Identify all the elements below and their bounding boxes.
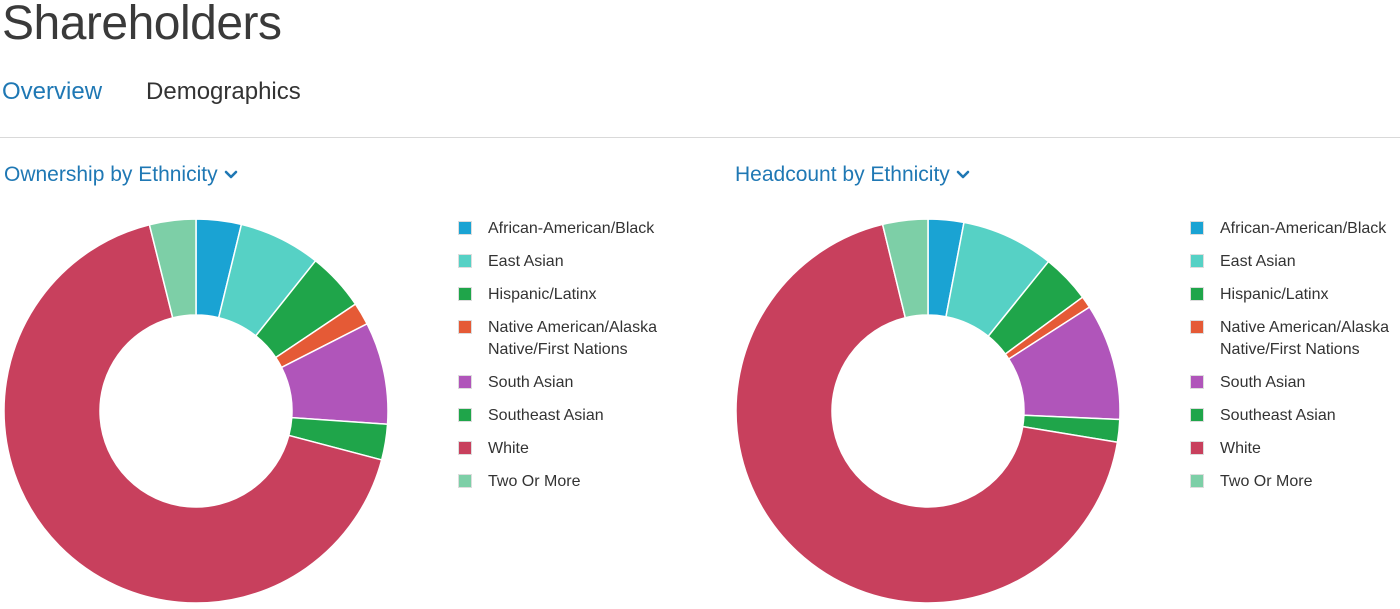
chevron-down-icon (224, 170, 237, 179)
slice-two-or-more[interactable] (881, 218, 929, 319)
legend-label: African-American/Black (488, 220, 655, 237)
tab-divider (0, 137, 1400, 138)
tab-demographics[interactable]: Demographics (146, 78, 301, 105)
legend-swatch (1190, 375, 1204, 389)
tab-bar: Overview Demographics (2, 78, 301, 106)
page-title: Shareholders (2, 0, 282, 50)
legend-item[interactable]: Native American/Alaska Native/First Nati… (458, 317, 718, 361)
legend-label: Native American/Alaska Native/First Nati… (488, 319, 657, 358)
ownership-legend: African-American/Black East Asian Hispan… (458, 218, 718, 504)
legend-item[interactable]: Hispanic/Latinx (1190, 284, 1400, 306)
legend-swatch (458, 221, 472, 235)
legend-item[interactable]: South Asian (458, 372, 718, 394)
legend-swatch (1190, 408, 1204, 422)
legend-label: Native American/Alaska Native/First Nati… (1220, 319, 1389, 358)
legend-swatch (458, 375, 472, 389)
ownership-title: Ownership by Ethnicity (4, 163, 218, 186)
legend-item[interactable]: Hispanic/Latinx (458, 284, 718, 306)
legend-item[interactable]: Two Or More (458, 471, 718, 493)
legend-label: South Asian (1220, 374, 1306, 391)
legend-label: Hispanic/Latinx (488, 286, 597, 303)
legend-label: Southeast Asian (488, 407, 604, 424)
legend-label: Two Or More (488, 473, 581, 490)
tab-overview[interactable]: Overview (2, 78, 103, 105)
legend-swatch (1190, 287, 1204, 301)
legend-label: East Asian (488, 253, 564, 270)
headcount-dropdown[interactable]: Headcount by Ethnicity (735, 163, 970, 187)
headcount-legend: African-American/Black East Asian Hispan… (1190, 218, 1400, 504)
legend-swatch (458, 441, 472, 455)
legend-label: White (1220, 440, 1261, 457)
legend-swatch (458, 474, 472, 488)
chevron-down-icon (956, 170, 970, 179)
slice-white[interactable] (3, 223, 383, 604)
legend-label: Hispanic/Latinx (1220, 286, 1329, 303)
legend-item[interactable]: African-American/Black (458, 218, 718, 240)
legend-swatch (1190, 320, 1204, 334)
ownership-donut-chart (3, 218, 389, 604)
ownership-dropdown[interactable]: Ownership by Ethnicity (4, 163, 238, 187)
legend-label: African-American/Black (1220, 220, 1387, 237)
legend-item[interactable]: Two Or More (1190, 471, 1400, 493)
legend-item[interactable]: East Asian (1190, 251, 1400, 273)
legend-item[interactable]: White (458, 438, 718, 460)
legend-label: Two Or More (1220, 473, 1313, 490)
legend-label: White (488, 440, 529, 457)
legend-item[interactable]: Native American/Alaska Native/First Nati… (1190, 317, 1400, 361)
legend-swatch (458, 408, 472, 422)
legend-swatch (458, 320, 472, 334)
legend-swatch (1190, 474, 1204, 488)
legend-swatch (1190, 441, 1204, 455)
legend-swatch (1190, 254, 1204, 268)
legend-label: South Asian (488, 374, 574, 391)
headcount-title: Headcount by Ethnicity (735, 163, 950, 186)
legend-item[interactable]: South Asian (1190, 372, 1400, 394)
legend-label: East Asian (1220, 253, 1296, 270)
legend-label: Southeast Asian (1220, 407, 1336, 424)
legend-swatch (458, 287, 472, 301)
legend-item[interactable]: Southeast Asian (1190, 405, 1400, 427)
slice-two-or-more[interactable] (148, 218, 197, 319)
legend-item[interactable]: African-American/Black (1190, 218, 1400, 240)
legend-swatch (1190, 221, 1204, 235)
legend-item[interactable]: Southeast Asian (458, 405, 718, 427)
legend-item[interactable]: East Asian (458, 251, 718, 273)
legend-swatch (458, 254, 472, 268)
legend-item[interactable]: White (1190, 438, 1400, 460)
slice-white[interactable] (735, 223, 1119, 604)
headcount-donut-chart (735, 218, 1121, 604)
